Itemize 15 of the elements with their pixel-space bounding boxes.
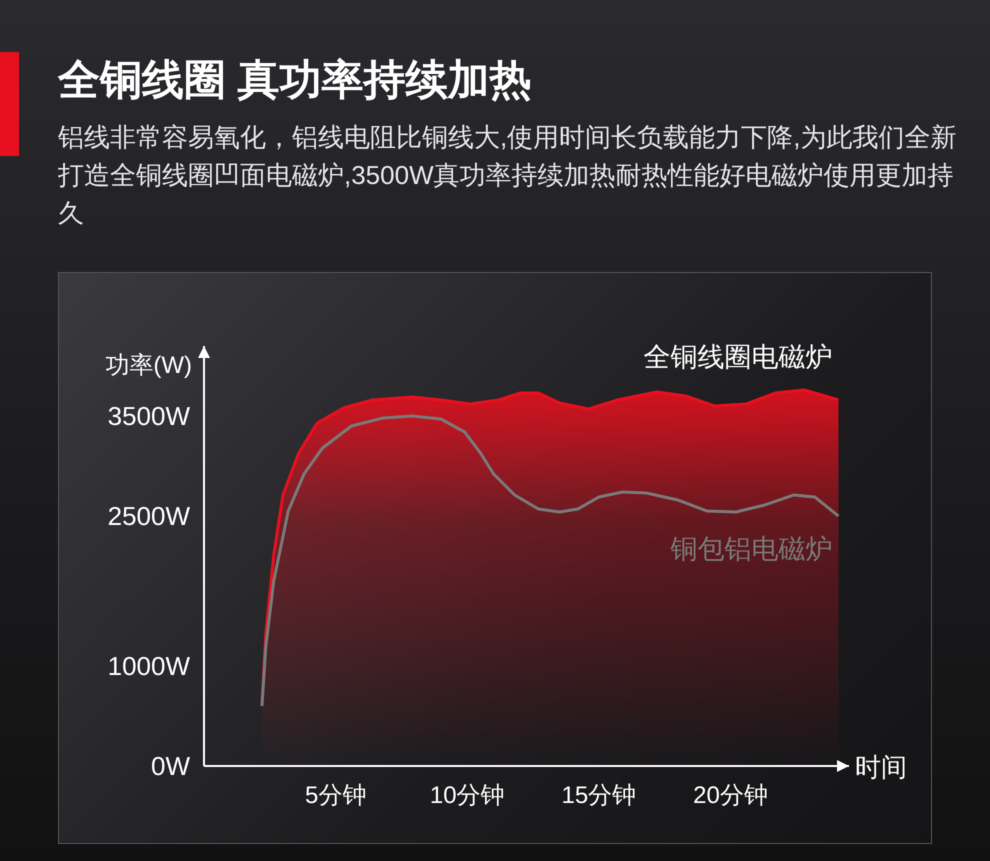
y-tick-label: 0W — [151, 751, 190, 781]
series-label: 铜包铝电磁炉 — [669, 534, 832, 564]
chart-subtitle: 铝线非常容易氧化，铝线电阻比铜线大,使用时间长负载能力下降,为此我们全新打造全铜线圈凹面电磁炉,3500W真功率持续加热耐热性能好电磁炉使用更加持久 — [58, 121, 958, 230]
x-tick-label: 5分钟 — [304, 782, 366, 809]
y-tick-label: 1000W — [108, 651, 190, 681]
line-series — [260, 414, 840, 708]
chart-title: 全铜线圈 真功率持续加热 — [58, 55, 532, 105]
y-tick-label: 3500W — [108, 401, 190, 431]
y-tick-label: 2500W — [108, 501, 190, 531]
x-tick-label: 20分钟 — [693, 782, 768, 809]
y-axis-title: 功率(W) — [105, 352, 192, 379]
x-tick-label: 10分钟 — [430, 782, 505, 809]
x-tick-label: 15分钟 — [562, 782, 636, 809]
x-axis-title: 时间 — [855, 752, 907, 782]
series-label: 全铜线圈电磁炉 — [643, 342, 832, 372]
